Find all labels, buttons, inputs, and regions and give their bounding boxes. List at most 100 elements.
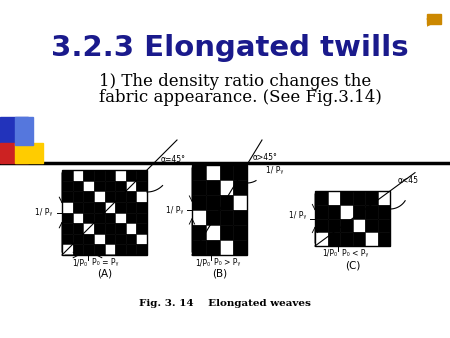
Bar bbox=[62, 244, 72, 255]
Bar bbox=[136, 180, 147, 191]
Bar bbox=[115, 202, 126, 213]
Bar bbox=[136, 170, 147, 180]
Bar bbox=[83, 223, 94, 234]
Bar bbox=[104, 234, 115, 244]
Bar bbox=[126, 170, 136, 180]
Bar bbox=[206, 210, 220, 225]
Bar bbox=[220, 210, 233, 225]
Text: α=45°: α=45° bbox=[161, 155, 186, 164]
Bar bbox=[328, 205, 340, 218]
Bar bbox=[62, 213, 72, 223]
Bar bbox=[220, 165, 233, 180]
Polygon shape bbox=[427, 15, 434, 23]
Bar bbox=[378, 232, 390, 246]
Bar bbox=[340, 205, 352, 218]
Bar bbox=[340, 191, 352, 205]
Bar bbox=[328, 218, 340, 232]
Bar bbox=[192, 240, 206, 255]
Text: fabric appearance. (See Fig.3.14): fabric appearance. (See Fig.3.14) bbox=[99, 90, 382, 106]
Text: α<45: α<45 bbox=[398, 176, 419, 185]
Bar bbox=[72, 223, 83, 234]
Bar bbox=[434, 17, 437, 21]
Bar bbox=[136, 244, 147, 255]
Bar bbox=[328, 191, 340, 205]
Bar bbox=[104, 223, 115, 234]
Text: (B): (B) bbox=[212, 269, 227, 279]
Bar bbox=[15, 117, 33, 145]
Bar bbox=[192, 195, 206, 210]
Bar bbox=[72, 213, 83, 223]
Bar bbox=[83, 213, 94, 223]
Bar bbox=[115, 213, 126, 223]
Bar bbox=[94, 234, 104, 244]
Bar bbox=[206, 225, 220, 240]
Bar bbox=[365, 232, 378, 246]
Text: 1/ Pᵧ: 1/ Pᵧ bbox=[36, 208, 53, 217]
Bar bbox=[104, 170, 115, 180]
Bar bbox=[315, 232, 328, 246]
Bar bbox=[94, 213, 104, 223]
Bar bbox=[94, 191, 104, 202]
Bar bbox=[233, 210, 247, 225]
Bar bbox=[62, 170, 147, 255]
Bar bbox=[192, 225, 206, 240]
Bar bbox=[136, 202, 147, 213]
Text: 1/P₀: 1/P₀ bbox=[322, 249, 337, 258]
Bar bbox=[206, 165, 220, 180]
Bar bbox=[365, 205, 378, 218]
Text: α>45°: α>45° bbox=[253, 153, 278, 162]
Text: 1) The density ratio changes the: 1) The density ratio changes the bbox=[99, 73, 371, 91]
Bar bbox=[220, 225, 233, 240]
Bar bbox=[104, 191, 115, 202]
Bar bbox=[0, 143, 28, 163]
Bar bbox=[72, 191, 83, 202]
Text: (C): (C) bbox=[345, 260, 360, 270]
Text: P₀ = Pᵧ: P₀ = Pᵧ bbox=[92, 258, 119, 267]
Bar bbox=[233, 180, 247, 195]
Bar bbox=[62, 223, 72, 234]
Bar bbox=[15, 143, 43, 163]
Bar bbox=[126, 213, 136, 223]
Text: 1/ Pᵧ: 1/ Pᵧ bbox=[289, 211, 306, 220]
Bar bbox=[126, 244, 136, 255]
Text: Fig. 3. 14    Elongated weaves: Fig. 3. 14 Elongated weaves bbox=[139, 298, 311, 308]
Bar bbox=[233, 240, 247, 255]
Bar bbox=[340, 232, 352, 246]
Bar bbox=[83, 170, 94, 180]
Bar bbox=[315, 191, 390, 246]
Bar bbox=[94, 170, 104, 180]
Bar bbox=[206, 195, 220, 210]
Bar bbox=[126, 234, 136, 244]
Text: (A): (A) bbox=[97, 269, 112, 279]
Bar bbox=[233, 165, 247, 180]
Bar bbox=[206, 240, 220, 255]
Bar bbox=[104, 202, 115, 213]
Bar bbox=[94, 223, 104, 234]
Bar bbox=[352, 232, 365, 246]
Bar bbox=[220, 240, 233, 255]
Bar bbox=[352, 205, 365, 218]
Bar bbox=[352, 218, 365, 232]
Bar bbox=[206, 180, 220, 195]
Bar bbox=[72, 202, 83, 213]
Text: P₀ < Pᵧ: P₀ < Pᵧ bbox=[342, 249, 369, 258]
Bar bbox=[340, 218, 352, 232]
Text: ▶: ▶ bbox=[427, 13, 437, 27]
Bar bbox=[0, 117, 28, 145]
Bar bbox=[126, 191, 136, 202]
Bar bbox=[72, 170, 83, 180]
Bar bbox=[136, 234, 147, 244]
Bar bbox=[192, 165, 206, 180]
Bar bbox=[62, 180, 72, 191]
Bar bbox=[115, 170, 126, 180]
Text: 1/ Pᵧ: 1/ Pᵧ bbox=[166, 206, 184, 215]
Bar bbox=[192, 180, 206, 195]
Bar bbox=[315, 191, 328, 205]
Bar bbox=[72, 234, 83, 244]
Bar bbox=[126, 180, 136, 191]
Bar bbox=[62, 234, 72, 244]
Bar bbox=[115, 191, 126, 202]
Bar bbox=[233, 195, 247, 210]
Bar bbox=[62, 202, 72, 213]
Bar bbox=[62, 170, 72, 180]
